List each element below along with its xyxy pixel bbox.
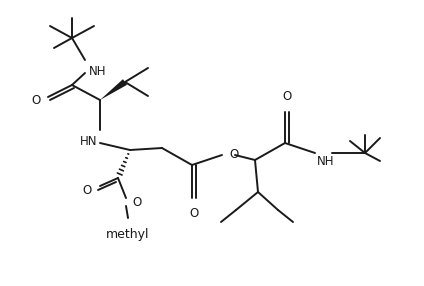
Polygon shape	[100, 79, 127, 100]
Text: O: O	[132, 196, 141, 208]
Text: HN: HN	[80, 135, 97, 148]
Text: NH: NH	[89, 65, 106, 78]
Text: NH: NH	[317, 155, 335, 168]
Text: O: O	[83, 184, 92, 196]
Text: O: O	[229, 148, 238, 162]
Text: O: O	[32, 94, 41, 106]
Text: O: O	[282, 90, 292, 103]
Text: methyl: methyl	[106, 228, 150, 241]
Text: O: O	[190, 207, 198, 220]
